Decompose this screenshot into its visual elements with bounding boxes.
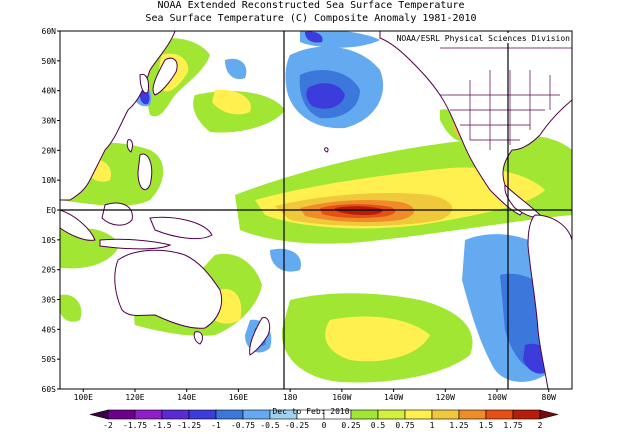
colorbar-swatch <box>377 409 406 420</box>
period-label: Dec to Feb: 2010 <box>272 407 349 416</box>
colorbar-tick-label: 0 <box>322 421 327 430</box>
colorbar-tick-label: 1.5 <box>479 421 494 430</box>
lat-label: 50S <box>42 355 57 364</box>
credit-label: NOAA/ESRL Physical Sciences Division <box>397 34 571 43</box>
colorbar-swatch <box>107 409 136 420</box>
lat-label: 40S <box>42 325 57 334</box>
lon-label: 160W <box>332 393 351 402</box>
colorbar-arrow-left <box>89 409 109 420</box>
lon-label: 120W <box>436 393 455 402</box>
colorbar-tick-label: 0.5 <box>371 421 386 430</box>
lat-label: 10S <box>42 236 57 245</box>
colorbar-tick-label: -0.25 <box>285 421 309 430</box>
colorbar-tick-label: 0.75 <box>395 421 414 430</box>
colorbar-swatch <box>188 409 217 420</box>
colorbar-swatch <box>458 409 487 420</box>
colorbar <box>89 409 559 420</box>
lat-label: 50N <box>42 57 57 66</box>
land-outlines <box>60 31 572 389</box>
colorbar-tick-label: 1.75 <box>503 421 522 430</box>
lon-label: 140W <box>384 393 403 402</box>
colorbar-tick-label: 2 <box>538 421 543 430</box>
map-subtitle: Sea Surface Temperature (C) Composite An… <box>145 13 477 24</box>
colorbar-tick-label: 0.25 <box>341 421 360 430</box>
latitude-labels: 60N 50N 40N 30N 20N 10N EQ 10S 20S 30S 40S 50S 60S <box>42 27 60 394</box>
map-frame <box>59 30 573 390</box>
lat-label: 30N <box>42 117 57 126</box>
longitude-labels: 100E 120E 140E 160E 180 160W 140W 120W 100W 80W <box>74 389 556 402</box>
lon-label: 100E <box>74 393 93 402</box>
colorbar-tick-label: -0.5 <box>260 421 279 430</box>
lat-label: 60N <box>42 27 57 36</box>
lat-label: 40N <box>42 87 57 96</box>
lon-label: 180 <box>283 393 298 402</box>
lat-label: EQ <box>46 206 56 215</box>
lon-label: 80W <box>542 393 557 402</box>
lon-label: 120E <box>125 393 144 402</box>
colorbar-tick-label: 1.25 <box>449 421 468 430</box>
colorbar-tick-label: -1.5 <box>152 421 171 430</box>
map-title: NOAA Extended Reconstructed Sea Surface … <box>157 0 465 11</box>
lon-label: 140E <box>177 393 196 402</box>
colorbar-arrow-right <box>539 409 559 420</box>
colorbar-tick-label: -1 <box>211 421 221 430</box>
lat-label: 60S <box>42 385 57 394</box>
colorbar-tick-label: 1 <box>430 421 435 430</box>
colorbar-swatch <box>350 409 379 420</box>
lat-label: 10N <box>42 176 57 185</box>
colorbar-swatch <box>512 409 541 420</box>
colorbar-tick-label: -2 <box>103 421 113 430</box>
colorbar-swatch <box>134 409 163 420</box>
lat-label: 30S <box>42 296 57 305</box>
lat-label: 20N <box>42 146 57 155</box>
colorbar-tick-label: -1.75 <box>123 421 147 430</box>
map-field <box>60 31 572 389</box>
lat-label: 20S <box>42 266 57 275</box>
colorbar-swatch <box>485 409 514 420</box>
colorbar-tick-label: -1.25 <box>177 421 201 430</box>
colorbar-tick-label: -0.75 <box>231 421 255 430</box>
colorbar-swatch <box>431 409 460 420</box>
border-lines <box>440 47 572 150</box>
colorbar-swatch <box>161 409 190 420</box>
colorbar-tick-labels: -2 -1.75 -1.5 -1.25 -1 -0.75 -0.5 -0.25 0 0.25 0.5… <box>103 421 542 430</box>
colorbar-swatch <box>404 409 433 420</box>
colorbar-swatch <box>242 409 271 420</box>
lon-label: 100W <box>487 393 506 402</box>
colorbar-swatch <box>215 409 244 420</box>
lon-label: 160E <box>229 393 248 402</box>
